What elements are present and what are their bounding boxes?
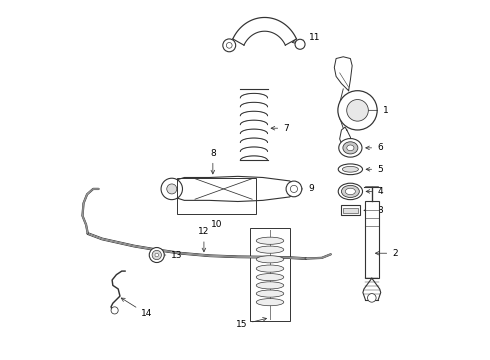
Ellipse shape — [152, 250, 161, 260]
Ellipse shape — [256, 298, 284, 306]
Ellipse shape — [256, 290, 284, 297]
Text: 5: 5 — [366, 165, 383, 174]
Circle shape — [368, 294, 376, 302]
Polygon shape — [334, 57, 352, 91]
Bar — [343, 207, 358, 213]
Ellipse shape — [343, 166, 358, 172]
Text: 2: 2 — [375, 249, 398, 258]
Circle shape — [347, 99, 368, 121]
Ellipse shape — [256, 274, 284, 281]
Circle shape — [338, 91, 377, 130]
Ellipse shape — [339, 139, 362, 157]
Text: 1: 1 — [356, 106, 389, 115]
Text: 7: 7 — [271, 124, 289, 133]
Ellipse shape — [149, 248, 164, 262]
Text: 4: 4 — [366, 187, 383, 196]
Circle shape — [167, 184, 177, 194]
Text: 15: 15 — [236, 318, 267, 329]
Text: 9: 9 — [295, 184, 314, 193]
Ellipse shape — [256, 237, 284, 244]
Text: 14: 14 — [121, 298, 152, 319]
Ellipse shape — [256, 282, 284, 289]
Circle shape — [161, 178, 182, 200]
Ellipse shape — [342, 185, 359, 198]
Bar — [365, 202, 379, 278]
Ellipse shape — [256, 256, 284, 263]
Circle shape — [286, 181, 302, 197]
Text: 13: 13 — [160, 251, 183, 260]
Bar — [341, 205, 360, 215]
Polygon shape — [170, 176, 295, 202]
Bar — [177, 178, 256, 214]
Text: 6: 6 — [366, 143, 383, 152]
Text: 10: 10 — [211, 220, 222, 229]
Text: 11: 11 — [292, 33, 320, 44]
Circle shape — [111, 307, 118, 314]
Ellipse shape — [155, 253, 159, 257]
Ellipse shape — [338, 183, 363, 200]
Text: 3: 3 — [364, 206, 383, 215]
Ellipse shape — [347, 145, 354, 151]
Circle shape — [295, 39, 305, 49]
Ellipse shape — [256, 246, 284, 253]
Ellipse shape — [343, 142, 358, 154]
Ellipse shape — [345, 188, 355, 195]
Text: 8: 8 — [210, 149, 216, 174]
Ellipse shape — [338, 164, 363, 175]
Polygon shape — [340, 127, 352, 150]
Circle shape — [223, 39, 236, 52]
Ellipse shape — [256, 265, 284, 272]
Text: 12: 12 — [198, 227, 210, 252]
Bar — [250, 228, 290, 321]
